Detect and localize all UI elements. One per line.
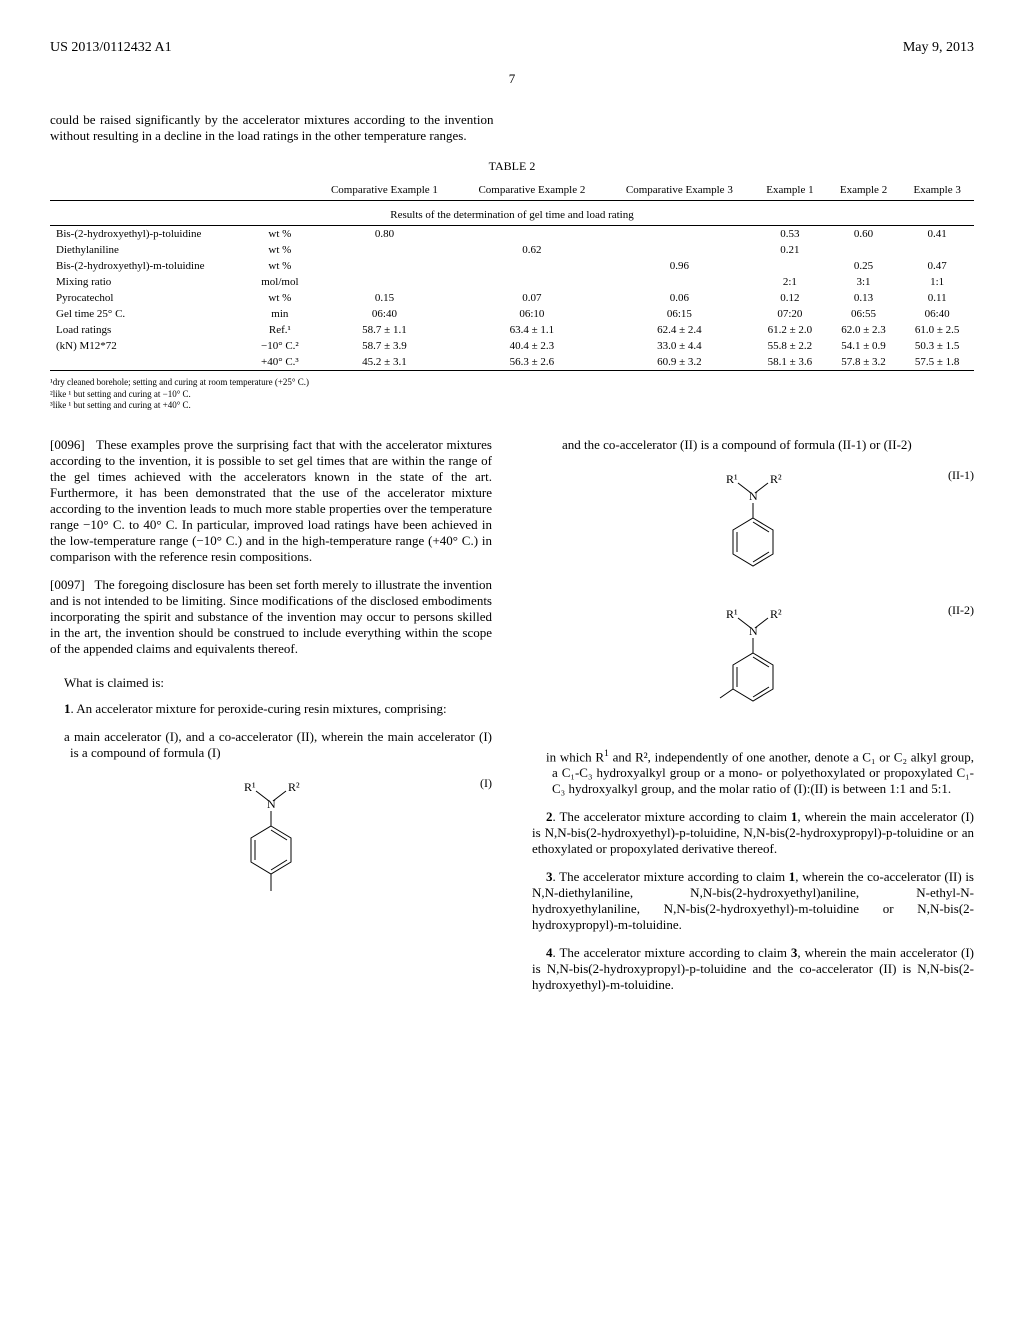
claim-3: 3. The accelerator mixture according to … (532, 869, 974, 933)
table-row: Bis-(2-hydroxyethyl)-m-toluidinewt %0.96… (50, 258, 974, 274)
publication-date: May 9, 2013 (903, 40, 974, 56)
svg-text:R²: R² (770, 472, 782, 486)
table-subtitle: Results of the determination of gel time… (50, 205, 974, 226)
right-column: and the co-accelerator (II) is a compoun… (532, 437, 974, 1005)
table-row: Mixing ratiomol/mol2:13:11:1 (50, 274, 974, 290)
claim-4: 4. The accelerator mixture according to … (532, 945, 974, 993)
claim-1-part-b: a main accelerator (I), and a co-acceler… (50, 729, 492, 761)
formula-I-label: (I) (480, 776, 492, 791)
svg-text:N: N (267, 797, 276, 811)
formula-I: (I) R¹ R² N (50, 776, 492, 926)
table-row: Gel time 25° C.min06:4006:1006:1507:2006… (50, 306, 974, 322)
page-header: US 2013/0112432 A1 May 9, 2013 (50, 40, 974, 56)
page-number: 7 (50, 71, 974, 87)
svg-text:R¹: R¹ (726, 472, 738, 486)
claims-intro: What is claimed is: (50, 675, 492, 691)
svg-text:N: N (749, 489, 758, 503)
formula-II-2-structure: R¹ R² N (698, 603, 808, 733)
table-row: Diethylanilinewt %0.620.21 (50, 242, 974, 258)
footnote-3: ³like ¹ but setting and curing at +40° C… (50, 400, 974, 412)
footnote-1: ¹dry cleaned borehole; setting and curin… (50, 377, 974, 389)
table-footnotes: ¹dry cleaned borehole; setting and curin… (50, 377, 974, 412)
claim-1-part-c: and the co-accelerator (II) is a compoun… (532, 437, 974, 453)
claim-2: 2. The accelerator mixture according to … (532, 809, 974, 857)
table-row: Load ratingsRef.¹58.7 ± 1.163.4 ± 1.162.… (50, 322, 974, 338)
paragraph-0097: [0097] The foregoing disclosure has been… (50, 577, 492, 657)
formula-II-1: (II-1) R¹ R² N (532, 468, 974, 588)
paragraph-0096: [0096] These examples prove the surprisi… (50, 437, 492, 565)
results-table: Results of the determination of gel time… (50, 182, 974, 371)
table-row: +40° C.³45.2 ± 3.156.3 ± 2.660.9 ± 3.258… (50, 354, 974, 371)
claim-1-part-d: in which R1 and R², independently of one… (532, 748, 974, 797)
svg-text:N: N (749, 624, 758, 638)
publication-number: US 2013/0112432 A1 (50, 40, 172, 56)
table-row: Bis-(2-hydroxyethyl)-p-toluidinewt %0.80… (50, 226, 974, 243)
formula-I-structure: R¹ R² N (216, 776, 326, 926)
formula-II-2-label: (II-2) (948, 603, 974, 618)
formula-II-2: (II-2) R¹ R² N (532, 603, 974, 733)
svg-text:R¹: R¹ (726, 607, 738, 621)
table-caption: TABLE 2 (50, 159, 974, 174)
footnote-2: ²like ¹ but setting and curing at −10° C… (50, 389, 974, 401)
intro-paragraph: could be raised significantly by the acc… (50, 112, 494, 144)
formula-II-1-structure: R¹ R² N (698, 468, 808, 588)
formula-II-1-label: (II-1) (948, 468, 974, 483)
table-row: (kN) M12*72−10° C.²58.7 ± 3.940.4 ± 2.33… (50, 338, 974, 354)
svg-text:R²: R² (288, 780, 300, 794)
left-column: [0096] These examples prove the surprisi… (50, 437, 492, 1005)
svg-text:R²: R² (770, 607, 782, 621)
claim-1-part-a: 11. An accelerator mixture for peroxide-… (50, 701, 492, 717)
table-header-row: Comparative Example 1 Comparative Exampl… (50, 182, 974, 201)
svg-text:R¹: R¹ (244, 780, 256, 794)
two-column-layout: [0096] These examples prove the surprisi… (50, 437, 974, 1005)
table-row: Pyrocatecholwt %0.150.070.060.120.130.11 (50, 290, 974, 306)
